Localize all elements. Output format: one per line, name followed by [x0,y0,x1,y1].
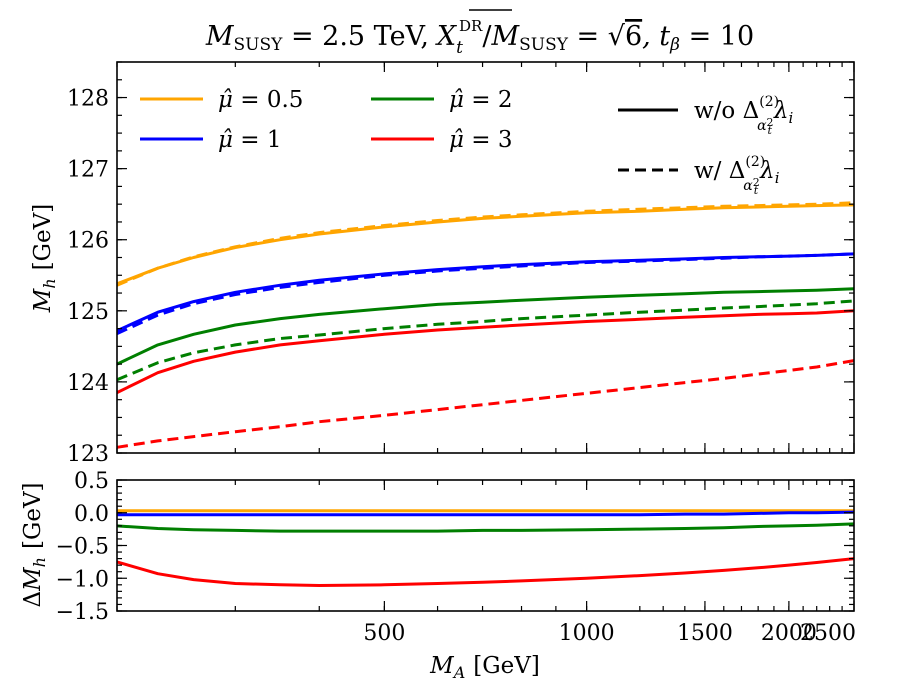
legend-label-mu-0-5: μ̂ = 0.5 [218,87,303,113]
x-tick-label: 1500 [677,621,733,646]
top-y-axis-label: Mh[GeV] [30,204,59,313]
bottom-y-axis-label: ΔMh[GeV] [20,482,49,607]
bottom-series-line-2 [116,522,855,533]
x-tick-label: 500 [363,621,405,646]
bottom-panel-frame [116,479,855,612]
top-series-line-4-solid [116,287,855,366]
top-series-line-7-dashed [116,359,855,449]
x-tick-label: 2000 [761,621,817,646]
bottom-y-tick-label: −0.5 [56,535,109,560]
legend-label-mu-1: μ̂ = 1 [218,127,281,153]
legend-label-without-correction: w/o Δ(2) α2 tλi [694,94,794,137]
chart-title: MSUSY = 2.5 TeV, XtDR/MSUSY = √6, tβ = 10 [205,17,754,58]
top-y-tick-label: 128 [67,87,109,112]
x-tick-label: 2500 [800,621,856,646]
top-y-tick-label: 126 [67,229,109,254]
bottom-y-tick-label: 0.5 [74,469,109,494]
legend-label-with-correction: w/ Δ(2) α2 tλi [694,154,780,197]
top-series-line-3-dashed [116,252,855,335]
top-series-line-5-dashed [116,299,855,382]
top-panel-series [116,201,855,449]
x-tick-label: 1000 [559,621,615,646]
legend: μ̂ = 0.5 μ̂ = 1 μ̂ = 2 μ̂ = 3 w/o Δ(2) α2… [140,87,794,197]
top-y-tick-label: 124 [67,371,109,396]
top-y-tick-label: 125 [67,300,109,325]
tick-labels: 123 124 125 126 127 128 −1.5 −1.0 −0.5 0.0 0.5 500 1… [56,87,856,646]
legend-label-mu-3: μ̂ = 3 [449,127,512,153]
bottom-y-tick-label: 0.0 [74,502,109,527]
bottom-panel-series [116,509,855,587]
legend-label-mu-2: μ̂ = 2 [449,87,512,113]
bottom-series-line-1 [117,510,855,517]
bottom-y-tick-label: −1.5 [56,600,109,625]
x-axis-label: MA [GeV] [429,653,540,682]
bottom-y-tick-label: −1.0 [56,567,109,592]
bottom-series-line-3 [116,557,855,587]
top-y-tick-label: 123 [67,442,109,467]
top-panel-frame [116,61,855,454]
top-series-line-6-solid [116,309,855,394]
top-series-line-1-dashed [116,201,855,287]
top-y-tick-label: 127 [67,158,109,183]
